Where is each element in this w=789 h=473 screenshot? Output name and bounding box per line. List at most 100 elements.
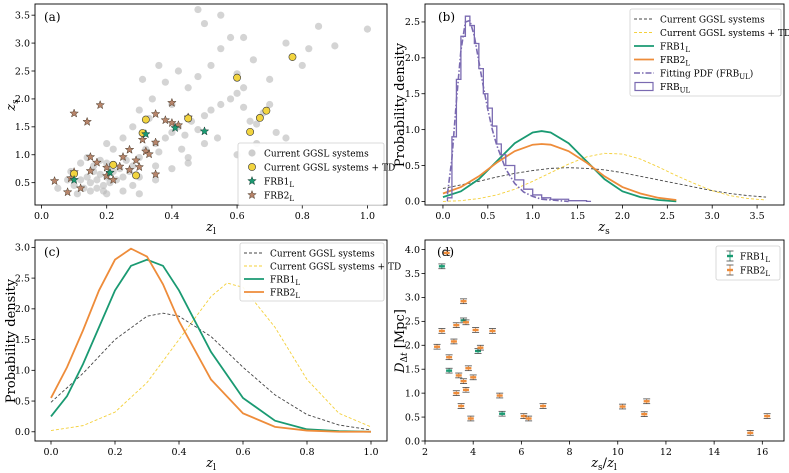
panel-c-series-line [50, 258, 372, 433]
ggsl-point [119, 187, 127, 195]
panel-b-xtick-label: 1.5 [570, 211, 585, 222]
frb2l-point [496, 394, 503, 397]
frb1l-point [499, 412, 506, 415]
ggsl-point [168, 165, 176, 173]
ggsl-point [93, 176, 101, 184]
panel-d-ytick-label: 2.0 [405, 341, 420, 352]
panel-c-ytick-label: 3.0 [15, 243, 30, 254]
panel-c-xlabel: zl [205, 456, 216, 473]
frb2l-point [467, 417, 474, 420]
panel-d-ytick-label: 1.5 [405, 365, 420, 376]
frb2l-point [540, 404, 547, 408]
ggsl-point [161, 134, 169, 142]
frb2l-point [747, 431, 754, 435]
ggsl-td-point [246, 127, 255, 136]
panel-a-ytick-label: 2.5 [15, 66, 30, 77]
ggsl-point [103, 139, 111, 148]
ggsl-point [282, 39, 290, 47]
panel-a-legend-entry: FRB1L [264, 177, 294, 189]
panel-a-legend-entry: Current GGSL systems + TD [264, 163, 395, 173]
panel-a-frame [34, 3, 388, 206]
ggsl-point [77, 176, 85, 184]
panel-a-xtick-label: 0.6 [230, 211, 245, 222]
frb2l-star [167, 117, 177, 128]
panel-b-ylabel: Probability density [393, 42, 408, 167]
panel-b-legend-entry: FRB1L [660, 42, 690, 54]
ggsl-point [129, 181, 137, 190]
panel-d-ytick-label: 0.0 [405, 436, 420, 447]
ggsl-point [226, 33, 235, 42]
panel-a-label: (a) [44, 10, 61, 24]
panel-b-label: (b) [438, 10, 455, 24]
ggsl-td-point [255, 114, 264, 122]
panel-a-ytick-label: 3.0 [15, 38, 30, 49]
ggsl-point [331, 42, 339, 50]
panel-b-legend-entry: Fitting PDF (FRBUL) [660, 68, 753, 81]
frb2l-star [150, 108, 161, 119]
panel-b-xtick-label: 0.0 [435, 211, 450, 222]
frb2l-point [438, 329, 445, 333]
panel-d-xtick-label: 6 [518, 447, 524, 458]
ggsl-point [151, 176, 160, 184]
ggsl-point [99, 181, 108, 190]
ggsl-point [161, 78, 169, 86]
frb2l-point [525, 417, 532, 420]
frb2l-star [150, 169, 161, 179]
panel-b-legend-entry: Current GGSL systems + TD [660, 29, 789, 39]
frb2l-star [85, 165, 96, 176]
panel-c-legend-entry: Current GGSL systems [270, 249, 375, 259]
ggsl-point [207, 61, 215, 70]
ggsl-point [77, 159, 85, 167]
ggsl-point [135, 106, 143, 114]
ggsl-point [246, 117, 254, 125]
frb2l-point [472, 328, 479, 332]
panel-a-ytick-label: 1.0 [15, 150, 30, 161]
frb2l-star [108, 174, 119, 185]
ggsl-point [155, 148, 163, 156]
frb2l-point [643, 400, 650, 403]
panel-a-xlabel: zl [205, 220, 216, 237]
ggsl-point [239, 84, 248, 92]
ggsl-point [253, 120, 261, 128]
frb1l-star [170, 122, 181, 133]
frb2l-star [144, 149, 154, 159]
panel-d-xlabel: zs/zl [590, 456, 617, 473]
panel-d-xtick-label: 16 [756, 447, 768, 458]
panel-c-legend-entry: Current GGSL systems + TD [270, 262, 401, 272]
ggsl-point [119, 173, 127, 181]
frb2l-point [764, 414, 771, 418]
panel-b-xtick-label: 2.5 [660, 211, 675, 222]
ggsl-point [129, 162, 137, 170]
frb2l-point [619, 405, 626, 408]
ggsl-td-point [288, 53, 297, 61]
panel-c: (c) zl Probability density 0.0 0.2 0.4 0.6 0… [4, 239, 401, 473]
frb2l-point [489, 329, 496, 333]
panel-b-ytick-label: 1.5 [405, 89, 420, 100]
ggsl-point [181, 131, 189, 139]
frb2l-star [137, 134, 148, 144]
ggsl-point [184, 159, 192, 167]
ggsl-point [73, 190, 81, 198]
panel-b-series-line [442, 130, 677, 203]
panel-a: (a) zl zs 0.0 0.2 0.4 0.6 0.8 1.00.51.01.52.0… [4, 3, 395, 237]
panel-c-series-line [50, 247, 371, 433]
panel-d-ytick-label: 3.0 [405, 293, 420, 304]
panel-b-xtick-label: 1.0 [525, 211, 540, 222]
panel-b-legend-entry: Current GGSL systems [660, 15, 765, 25]
panel-d-ylabel: DΔt [Mpc] [393, 309, 410, 374]
ggsl-td-point [141, 115, 150, 124]
ggsl-point [135, 190, 143, 198]
ggsl-point [272, 128, 280, 137]
panel-b-legend-entry: FRBUL [660, 83, 691, 95]
ggsl-point [200, 112, 209, 120]
ggsl-point [226, 95, 235, 103]
frb2l-point [477, 346, 484, 349]
ggsl-point [129, 123, 137, 131]
panel-b-legend-entry: FRB2L [660, 56, 690, 68]
panel-a-xtick-label: 0.8 [295, 211, 310, 222]
frb2l-star [82, 116, 93, 126]
ggsl-point [266, 75, 274, 83]
panel-c-xtick-label: 0.6 [235, 447, 250, 458]
frb2l-star [62, 187, 73, 197]
ggsl-point [239, 33, 248, 42]
